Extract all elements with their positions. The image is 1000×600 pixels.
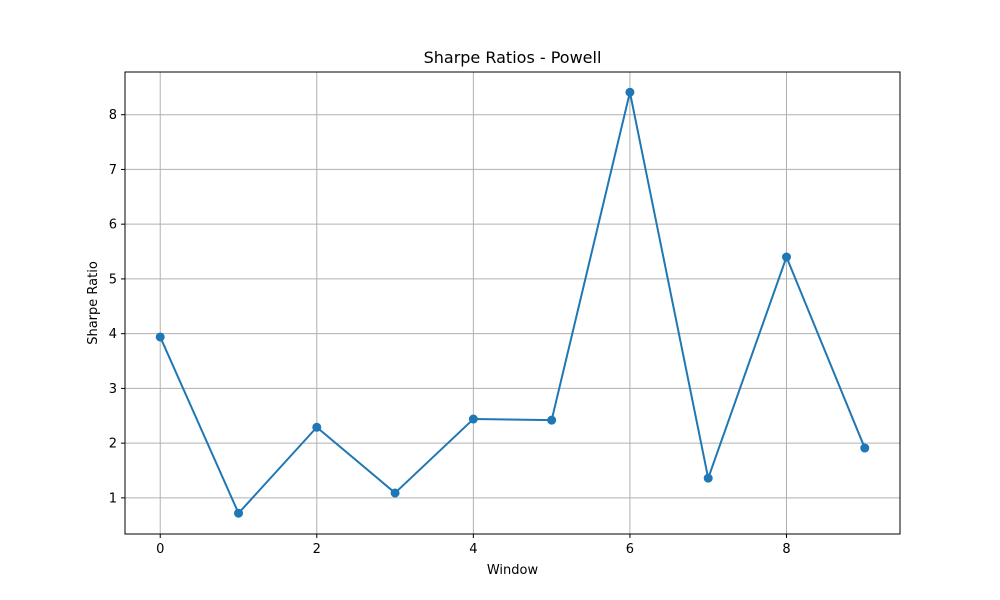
data-point [468,414,478,424]
data-point [234,508,244,518]
x-tick-label: 4 [469,542,477,557]
data-point [625,87,635,97]
x-tick-label: 2 [313,542,321,557]
grid [125,72,900,534]
x-tick-label: 0 [156,542,164,557]
y-tick-label: 3 [109,382,117,397]
y-tick-label: 1 [109,491,117,506]
y-tick-label: 5 [109,272,117,287]
series-line [159,91,866,515]
y-tick-label: 4 [109,327,117,342]
data-point [390,488,400,498]
data-point [312,422,322,432]
chart-title: Sharpe Ratios - Powell [424,48,602,67]
y-axis-label: Sharpe Ratio [86,261,101,345]
data-point [547,415,557,425]
data-point [703,473,713,483]
y-tick-label: 2 [109,437,117,452]
series-layer [155,87,870,518]
ticks: 0 2 4 6 8 1 2 3 4 5 6 7 8 [109,108,791,557]
data-point [781,252,791,262]
data-point [155,332,165,342]
plot-frame [124,71,901,535]
x-axis-label: Window [487,563,539,578]
x-tick-label: 6 [626,542,634,557]
data-point [860,443,870,453]
y-tick-label: 8 [109,108,117,123]
x-tick-label: 8 [782,542,790,557]
y-tick-label: 7 [109,163,117,178]
y-tick-label: 6 [109,218,117,233]
